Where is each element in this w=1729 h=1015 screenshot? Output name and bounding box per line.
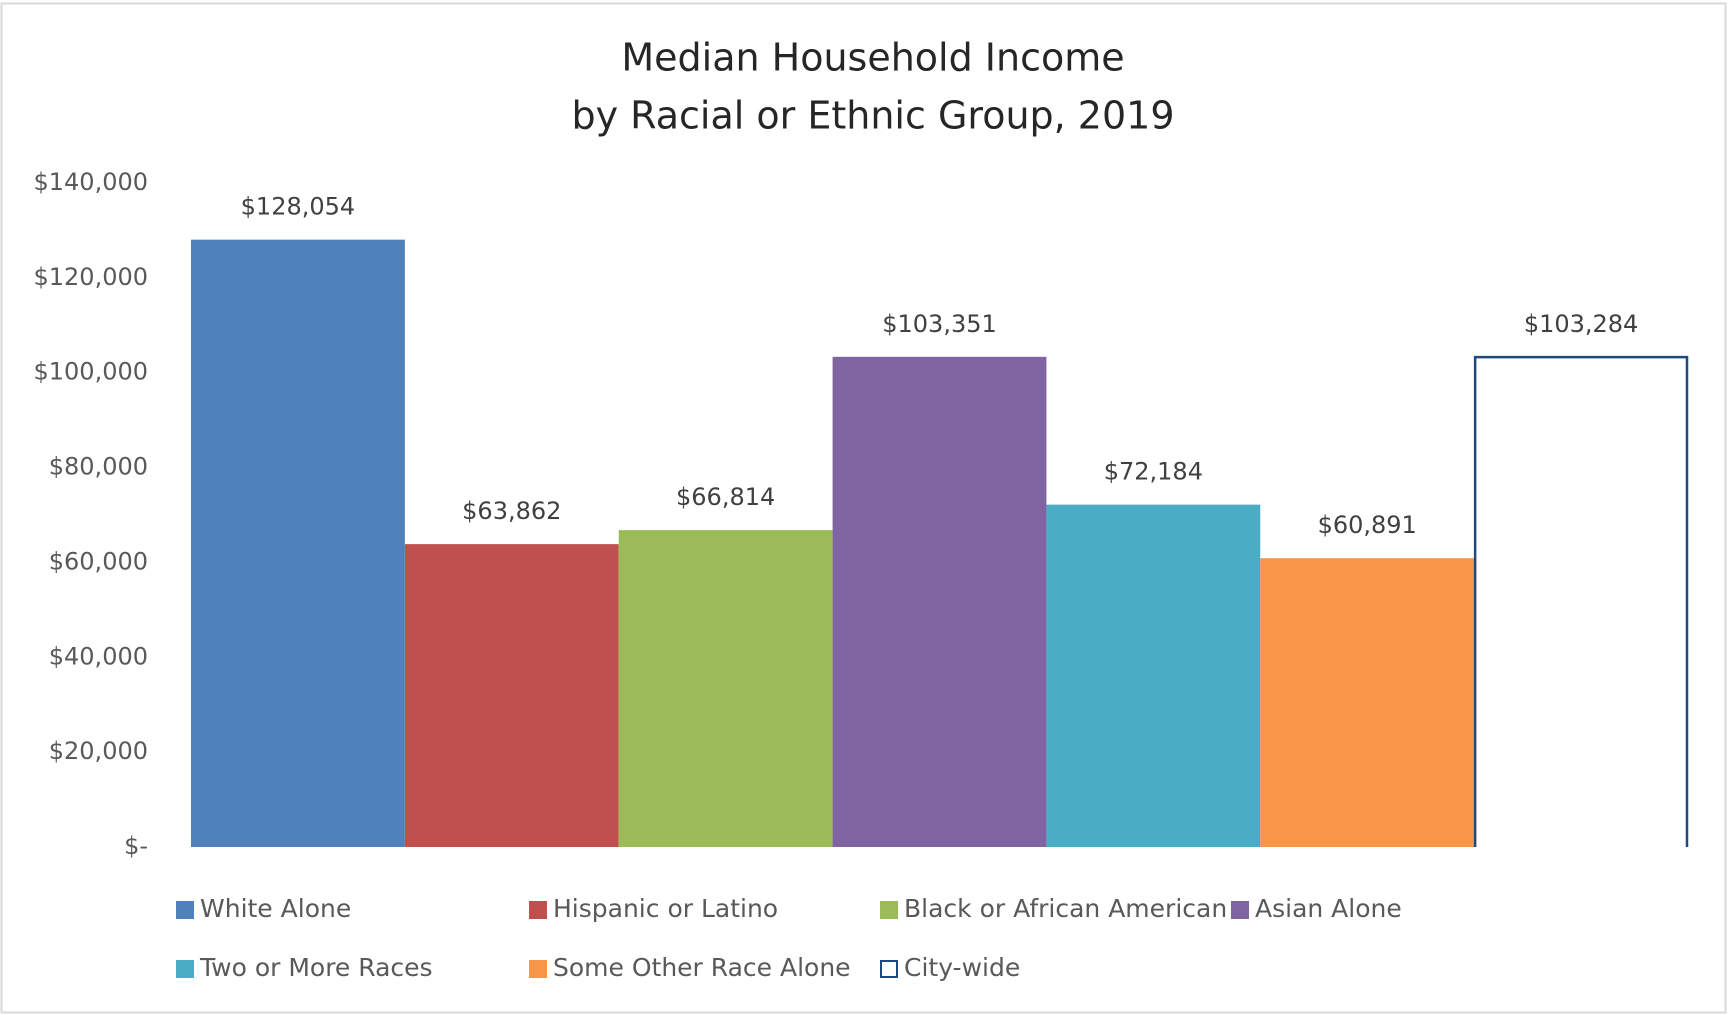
y-tick-label: $60,000 (49, 547, 148, 575)
chart-title: Median Household Income (621, 36, 1124, 80)
legend-label: White Alone (200, 894, 351, 923)
legend-swatch (880, 901, 898, 919)
bar (1260, 558, 1475, 847)
value-label: $60,891 (1318, 511, 1417, 539)
legend-label: Hispanic or Latino (553, 894, 778, 923)
chart-title: by Racial or Ethnic Group, 2019 (571, 94, 1174, 138)
y-tick-label: $- (124, 832, 148, 860)
value-label: $66,814 (676, 483, 775, 511)
bar (191, 239, 405, 847)
y-tick-label: $40,000 (49, 642, 148, 670)
legend-swatch (880, 960, 898, 978)
legend-swatch (176, 901, 194, 919)
bar (1046, 504, 1261, 847)
bar (618, 530, 833, 847)
value-label: $63,862 (462, 497, 561, 525)
legend-swatch (1231, 901, 1249, 919)
value-label: $103,351 (882, 310, 997, 338)
legend-swatch (529, 960, 547, 978)
value-label: $103,284 (1524, 310, 1639, 338)
bar (404, 544, 619, 847)
legend-label: Two or More Races (199, 953, 433, 982)
y-tick-label: $140,000 (33, 168, 148, 196)
legend-swatch (176, 960, 194, 978)
y-tick-label: $80,000 (49, 453, 148, 481)
legend-label: Some Other Race Alone (553, 953, 851, 982)
bar (832, 356, 1047, 847)
legend-label: Asian Alone (1255, 894, 1402, 923)
value-label: $128,054 (241, 193, 356, 221)
value-label: $72,184 (1104, 458, 1203, 486)
legend-swatch (529, 901, 547, 919)
y-tick-label: $120,000 (33, 263, 148, 291)
y-tick-label: $20,000 (49, 737, 148, 765)
bar (1473, 355, 1689, 847)
y-tick-label: $100,000 (33, 358, 148, 386)
legend-label: Black or African American (904, 894, 1227, 923)
legend-label: City-wide (904, 953, 1020, 982)
